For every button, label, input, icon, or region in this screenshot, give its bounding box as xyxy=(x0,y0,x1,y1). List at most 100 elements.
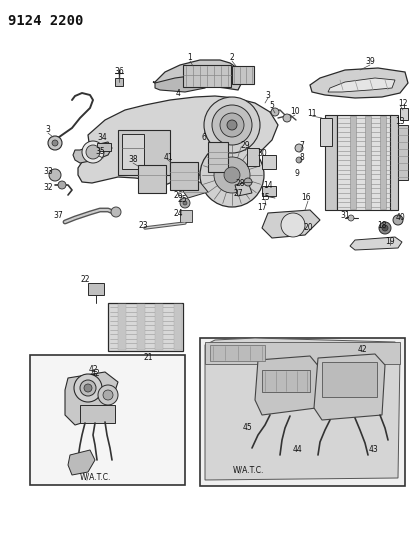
Circle shape xyxy=(271,108,279,116)
Text: 29: 29 xyxy=(240,141,250,149)
Text: 36: 36 xyxy=(114,68,124,77)
Circle shape xyxy=(283,114,291,122)
Text: 45: 45 xyxy=(242,424,252,432)
Bar xyxy=(180,210,192,222)
Text: 3: 3 xyxy=(266,91,270,100)
Bar xyxy=(322,362,377,397)
Bar xyxy=(118,304,126,350)
Text: 19: 19 xyxy=(385,238,395,246)
Text: 26: 26 xyxy=(173,190,183,199)
Text: 30: 30 xyxy=(257,149,267,157)
Circle shape xyxy=(281,213,305,237)
Text: 21: 21 xyxy=(143,353,153,362)
Bar xyxy=(320,118,332,146)
Text: 35: 35 xyxy=(95,148,105,157)
Text: 20: 20 xyxy=(303,223,313,232)
Circle shape xyxy=(84,384,92,392)
Bar xyxy=(208,142,228,172)
Polygon shape xyxy=(180,182,208,198)
Polygon shape xyxy=(255,356,320,415)
Text: 28: 28 xyxy=(235,179,245,188)
Circle shape xyxy=(58,181,66,189)
Text: 25: 25 xyxy=(177,196,187,205)
Text: 10: 10 xyxy=(290,108,300,117)
Bar xyxy=(170,162,198,190)
Polygon shape xyxy=(328,78,395,92)
Circle shape xyxy=(180,198,190,208)
Bar xyxy=(30,355,185,485)
Polygon shape xyxy=(350,237,402,250)
Circle shape xyxy=(295,144,303,152)
Text: 32: 32 xyxy=(43,183,53,192)
Circle shape xyxy=(49,169,61,181)
Circle shape xyxy=(393,215,403,225)
Text: 9: 9 xyxy=(295,168,300,177)
Bar xyxy=(390,115,398,210)
Bar xyxy=(210,345,265,361)
Circle shape xyxy=(220,113,244,137)
Text: 42: 42 xyxy=(88,366,98,375)
Text: 5: 5 xyxy=(270,101,275,109)
Circle shape xyxy=(48,136,62,150)
Text: 2: 2 xyxy=(230,53,234,62)
Bar xyxy=(247,148,259,166)
Text: 6: 6 xyxy=(201,133,206,142)
Polygon shape xyxy=(153,60,242,90)
Text: 42: 42 xyxy=(90,368,100,377)
Bar xyxy=(398,125,408,180)
Circle shape xyxy=(52,140,58,146)
Text: 13: 13 xyxy=(395,117,405,126)
Text: 1: 1 xyxy=(188,53,192,62)
Bar xyxy=(183,65,231,87)
Polygon shape xyxy=(73,142,112,163)
Text: 4: 4 xyxy=(175,88,180,98)
Polygon shape xyxy=(205,338,400,480)
Text: 17: 17 xyxy=(257,203,267,212)
Polygon shape xyxy=(68,450,95,475)
Bar xyxy=(262,370,310,392)
Bar xyxy=(350,116,356,209)
Circle shape xyxy=(98,385,118,405)
Bar xyxy=(380,116,386,209)
Text: 31: 31 xyxy=(340,211,350,220)
Circle shape xyxy=(86,145,100,159)
Bar xyxy=(88,283,104,295)
Bar xyxy=(118,130,170,175)
Bar xyxy=(80,405,115,423)
Circle shape xyxy=(296,157,302,163)
Text: 38: 38 xyxy=(128,156,138,165)
Text: 34: 34 xyxy=(97,133,107,142)
Bar xyxy=(155,304,163,350)
Circle shape xyxy=(111,207,121,217)
Bar xyxy=(200,338,405,486)
Bar xyxy=(232,66,254,84)
Text: 43: 43 xyxy=(368,446,378,455)
Circle shape xyxy=(224,167,240,183)
Bar xyxy=(122,134,144,169)
Circle shape xyxy=(244,178,252,186)
Text: 11: 11 xyxy=(307,109,317,117)
Text: 44: 44 xyxy=(292,446,302,455)
Polygon shape xyxy=(65,372,118,425)
Text: 33: 33 xyxy=(43,167,53,176)
Bar xyxy=(108,303,183,351)
Circle shape xyxy=(348,215,354,221)
Text: 7: 7 xyxy=(300,141,305,149)
Bar xyxy=(400,108,408,120)
Bar xyxy=(138,165,166,193)
Bar xyxy=(115,78,123,86)
Circle shape xyxy=(204,97,260,153)
Bar xyxy=(262,155,276,169)
Text: W/A.T.C.: W/A.T.C. xyxy=(232,465,264,474)
Polygon shape xyxy=(235,182,252,196)
Bar xyxy=(174,304,182,350)
Text: 40: 40 xyxy=(395,213,405,222)
Polygon shape xyxy=(314,354,385,420)
Polygon shape xyxy=(310,68,408,98)
Circle shape xyxy=(80,380,96,396)
Bar xyxy=(262,186,276,196)
Circle shape xyxy=(200,143,264,207)
Text: 8: 8 xyxy=(300,152,305,161)
Text: 27: 27 xyxy=(233,189,243,198)
Bar xyxy=(97,143,111,151)
